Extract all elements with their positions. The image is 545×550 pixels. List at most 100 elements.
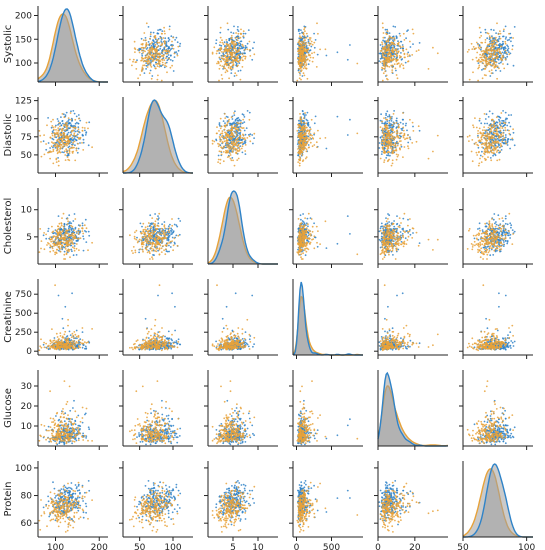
- scatter-point: [305, 63, 308, 65]
- scatter-point: [383, 134, 386, 137]
- scatter-point: [218, 130, 220, 132]
- scatter-point: [231, 118, 234, 120]
- scatter-point: [84, 129, 86, 132]
- scatter-point: [388, 51, 391, 53]
- scatter-point: [502, 30, 505, 32]
- scatter-point: [220, 46, 222, 49]
- scatter-point: [396, 62, 399, 65]
- scatter-point: [317, 32, 319, 35]
- scatter-point: [60, 128, 63, 131]
- scatter-point: [163, 66, 166, 69]
- scatter-point: [140, 43, 143, 46]
- scatter-point: [483, 51, 486, 54]
- scatter-point: [511, 138, 514, 141]
- scatter-point: [222, 151, 225, 153]
- scatter-point: [143, 72, 146, 74]
- scatter-point: [159, 47, 162, 50]
- scatter-point: [299, 143, 302, 146]
- scatter-point: [387, 145, 389, 148]
- scatter-point: [231, 67, 234, 70]
- scatter-point: [242, 55, 245, 58]
- scatter-point: [237, 140, 240, 143]
- scatter-point: [74, 118, 77, 121]
- scatter-point: [390, 49, 393, 52]
- scatter-point: [298, 61, 300, 64]
- scatter-point: [239, 43, 242, 45]
- scatter-point: [388, 124, 390, 126]
- scatter-point: [300, 118, 303, 121]
- scatter-point: [232, 122, 235, 125]
- scatter-point: [303, 63, 306, 65]
- scatter-point: [72, 110, 75, 112]
- scatter-point: [226, 22, 229, 25]
- scatter-point: [226, 130, 229, 132]
- scatter-points: [466, 22, 516, 82]
- scatter-point: [244, 153, 247, 156]
- scatter-point: [485, 147, 487, 150]
- scatter-point: [402, 156, 404, 159]
- scatter-point: [393, 58, 395, 61]
- scatter-point: [307, 63, 310, 66]
- scatter-point: [451, 58, 453, 60]
- scatter-point: [402, 64, 405, 67]
- scatter-point: [388, 127, 390, 129]
- scatter-point: [218, 67, 221, 70]
- scatter-point: [43, 232, 45, 234]
- scatter-point: [301, 136, 304, 139]
- scatter-point: [311, 52, 313, 55]
- scatter-point: [166, 50, 169, 53]
- scatter-point: [136, 49, 139, 51]
- scatter-point: [387, 39, 390, 42]
- scatter-point: [77, 224, 80, 227]
- scatter-point: [230, 126, 233, 129]
- scatter-point: [239, 58, 242, 61]
- scatter-point: [390, 134, 393, 137]
- scatter-point: [306, 119, 309, 122]
- scatter-point: [300, 137, 302, 140]
- scatter-point: [228, 64, 231, 67]
- scatter-point: [486, 132, 489, 135]
- scatter-point: [513, 26, 516, 28]
- scatter-point: [153, 45, 156, 48]
- scatter-point: [397, 154, 400, 156]
- scatter-point: [71, 225, 74, 228]
- scatter-point: [349, 118, 351, 121]
- scatter-point: [226, 50, 229, 53]
- scatter-point: [243, 121, 246, 123]
- scatter-point: [64, 150, 66, 153]
- scatter-point: [244, 133, 247, 136]
- scatter-point: [158, 53, 161, 56]
- scatter-point: [394, 26, 397, 28]
- scatter-point: [176, 53, 179, 55]
- scatter-point: [229, 51, 232, 54]
- scatter-point: [152, 31, 155, 34]
- scatter-point: [484, 134, 487, 137]
- scatter-point: [66, 154, 69, 157]
- scatter-point: [91, 146, 93, 149]
- scatter-point: [396, 144, 399, 147]
- scatter-point: [383, 161, 385, 164]
- scatter-point: [244, 144, 247, 146]
- scatter-point: [244, 138, 246, 141]
- scatter-point: [156, 41, 159, 44]
- scatter-point: [403, 56, 406, 59]
- scatter-point: [496, 22, 498, 25]
- scatter-point: [239, 50, 242, 53]
- scatter-point: [390, 64, 393, 67]
- scatter-point: [219, 48, 222, 51]
- scatter-point: [176, 54, 179, 57]
- scatter-point: [499, 142, 502, 145]
- scatter-point: [490, 55, 492, 58]
- scatter-point: [482, 129, 484, 132]
- y-tick-label: 100: [15, 59, 32, 69]
- scatter-point: [499, 130, 502, 132]
- scatter-point: [52, 118, 54, 121]
- scatter-point: [404, 124, 407, 127]
- scatter-point: [486, 64, 489, 67]
- scatter-point: [493, 37, 496, 39]
- scatter-point: [61, 217, 63, 220]
- scatter-point: [216, 62, 218, 65]
- scatter-points: [38, 110, 93, 173]
- scatter-point: [68, 228, 71, 231]
- scatter-point: [220, 74, 223, 76]
